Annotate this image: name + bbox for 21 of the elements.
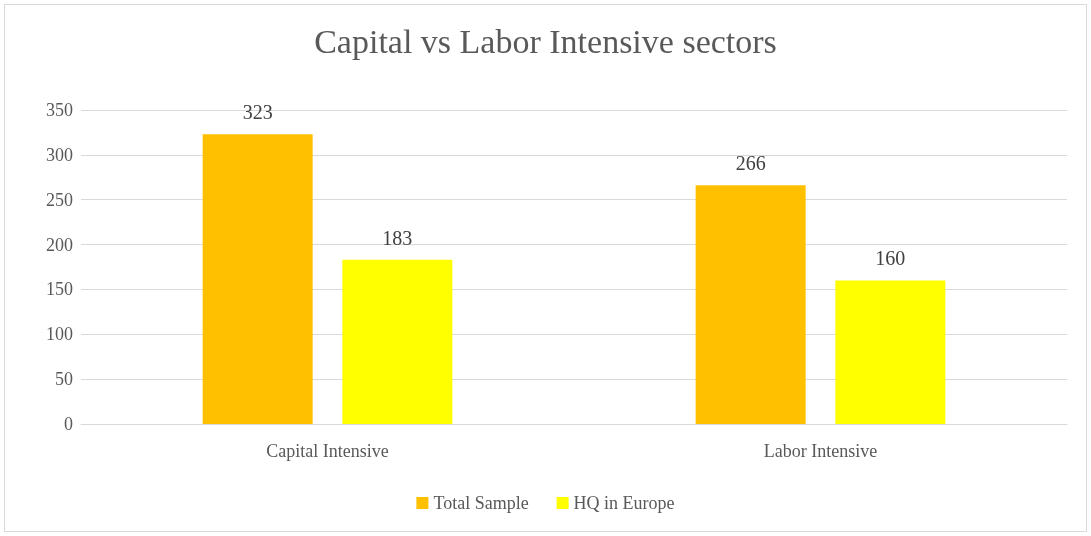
y-tick-label: 100 — [46, 324, 73, 345]
y-tick-label: 300 — [46, 144, 73, 165]
data-label: 323 — [242, 101, 273, 124]
bar — [835, 280, 946, 424]
y-tick-label: 50 — [55, 369, 73, 390]
x-tick-label: Capital Intensive — [266, 441, 389, 461]
bar — [202, 134, 313, 424]
y-tick-label: 150 — [46, 279, 73, 300]
y-tick-label: 200 — [46, 234, 73, 255]
y-tick-label: 350 — [46, 100, 73, 120]
y-tick-label: 250 — [46, 189, 73, 210]
bar — [695, 185, 806, 424]
legend-label: HQ in Europe — [573, 493, 675, 513]
x-tick-label: Labor Intensive — [763, 441, 878, 461]
data-label: 266 — [735, 152, 766, 175]
y-tick-label: 0 — [64, 414, 73, 434]
bar — [342, 259, 453, 424]
chart-title: Capital vs Labor Intensive sectors — [314, 22, 777, 60]
data-label: 183 — [382, 226, 413, 249]
data-label: 160 — [875, 247, 906, 270]
legend-label: Total Sample — [433, 493, 529, 513]
